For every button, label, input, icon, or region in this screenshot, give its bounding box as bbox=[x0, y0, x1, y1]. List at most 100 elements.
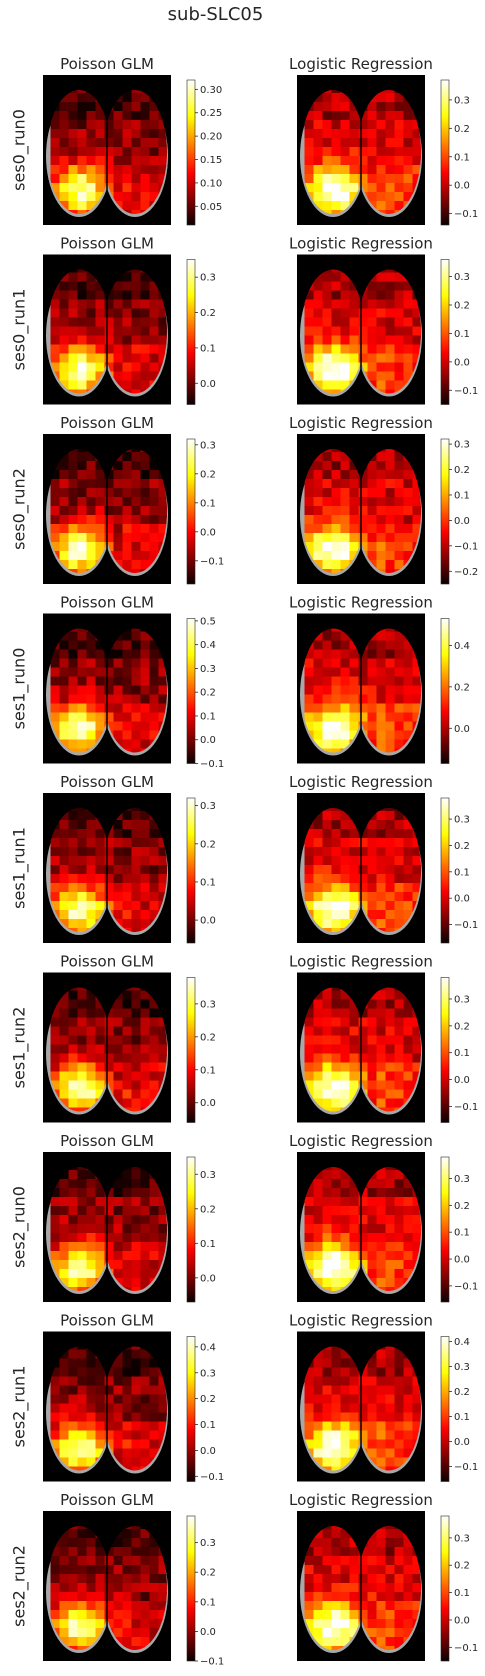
parcel bbox=[322, 1179, 334, 1190]
parcel bbox=[50, 883, 62, 894]
parcel bbox=[68, 269, 80, 275]
parcel bbox=[349, 901, 361, 912]
parcel bbox=[86, 1421, 98, 1433]
colorbar-tick-label: 0.0 bbox=[454, 1437, 470, 1448]
parcel bbox=[331, 1412, 343, 1424]
parcel bbox=[86, 461, 98, 472]
parcel bbox=[403, 299, 415, 311]
parcel bbox=[158, 1565, 167, 1576]
parcel bbox=[340, 506, 352, 517]
parcel bbox=[50, 721, 62, 733]
parcel bbox=[403, 1376, 415, 1388]
parcel bbox=[322, 883, 334, 894]
parcel bbox=[95, 524, 107, 535]
parcel bbox=[367, 847, 379, 858]
parcel bbox=[313, 281, 325, 293]
parcel bbox=[340, 281, 352, 293]
parcel bbox=[50, 1592, 62, 1603]
parcel bbox=[104, 703, 116, 715]
parcel bbox=[113, 1619, 125, 1630]
parcel bbox=[140, 901, 152, 912]
parcel bbox=[331, 326, 343, 338]
parcel-map bbox=[304, 808, 421, 932]
parcel bbox=[340, 640, 352, 652]
parcel bbox=[77, 1071, 89, 1083]
parcel bbox=[394, 1376, 406, 1388]
parcel bbox=[313, 883, 325, 894]
parcel bbox=[385, 1062, 397, 1074]
parcel bbox=[158, 1430, 167, 1442]
parcel bbox=[394, 1358, 406, 1370]
parcel bbox=[149, 192, 161, 203]
parcel bbox=[77, 1017, 89, 1029]
parcel bbox=[304, 120, 316, 131]
parcel bbox=[122, 1646, 134, 1650]
parcel bbox=[304, 1017, 316, 1029]
parcel bbox=[331, 156, 343, 167]
parcel bbox=[349, 820, 361, 831]
parcel bbox=[403, 1583, 415, 1594]
parcel bbox=[68, 515, 80, 526]
parcel bbox=[331, 371, 343, 383]
parcel bbox=[376, 138, 388, 149]
parcel bbox=[331, 1278, 343, 1289]
parcel bbox=[322, 1287, 334, 1291]
parcel bbox=[113, 1547, 125, 1558]
parcel bbox=[403, 694, 415, 706]
parcel bbox=[394, 1242, 406, 1253]
parcel bbox=[331, 1287, 343, 1291]
parcel bbox=[59, 1053, 71, 1065]
parcel bbox=[77, 1346, 89, 1352]
parcel bbox=[385, 676, 397, 688]
parcel bbox=[331, 362, 343, 374]
parcel bbox=[412, 1251, 421, 1262]
parcel bbox=[376, 129, 388, 140]
parcel bbox=[367, 649, 379, 661]
parcel bbox=[331, 1233, 343, 1244]
parcel bbox=[322, 93, 334, 104]
parcel bbox=[113, 326, 125, 338]
parcel bbox=[349, 102, 361, 113]
parcel bbox=[131, 1349, 143, 1361]
parcel bbox=[59, 1385, 71, 1397]
parcel bbox=[140, 138, 152, 149]
parcel bbox=[367, 1592, 379, 1603]
parcel bbox=[113, 1224, 125, 1235]
parcel bbox=[304, 1260, 316, 1271]
parcel bbox=[131, 829, 143, 840]
parcel bbox=[149, 1592, 161, 1603]
parcel bbox=[104, 676, 116, 688]
parcel bbox=[104, 1439, 116, 1451]
parcel bbox=[104, 883, 116, 894]
parcel bbox=[322, 1251, 334, 1262]
parcel bbox=[376, 1346, 388, 1352]
parcel bbox=[86, 1358, 98, 1370]
parcel bbox=[86, 560, 98, 571]
parcel bbox=[122, 1008, 134, 1020]
parcel bbox=[68, 1349, 80, 1361]
parcel bbox=[412, 1403, 421, 1415]
parcel bbox=[340, 1637, 352, 1648]
parcel bbox=[122, 1206, 134, 1217]
parcel bbox=[86, 1071, 98, 1083]
parcel bbox=[77, 1565, 89, 1576]
parcel bbox=[331, 1394, 343, 1406]
parcel bbox=[358, 1026, 370, 1038]
parcel bbox=[140, 497, 152, 508]
parcel bbox=[140, 990, 152, 1002]
parcel bbox=[59, 1251, 71, 1262]
parcel bbox=[304, 1008, 316, 1020]
parcel bbox=[322, 317, 334, 329]
parcel bbox=[131, 676, 143, 688]
parcel bbox=[367, 183, 379, 194]
parcel bbox=[394, 380, 406, 392]
colorbar-tick-label: 0.4 bbox=[454, 641, 470, 652]
parcel bbox=[104, 1547, 116, 1558]
parcel bbox=[304, 174, 316, 185]
parcel bbox=[86, 1197, 98, 1208]
parcel bbox=[313, 1556, 325, 1567]
parcel bbox=[331, 1179, 343, 1190]
parcel bbox=[77, 371, 89, 383]
parcel bbox=[122, 102, 134, 113]
parcel bbox=[149, 1574, 161, 1585]
